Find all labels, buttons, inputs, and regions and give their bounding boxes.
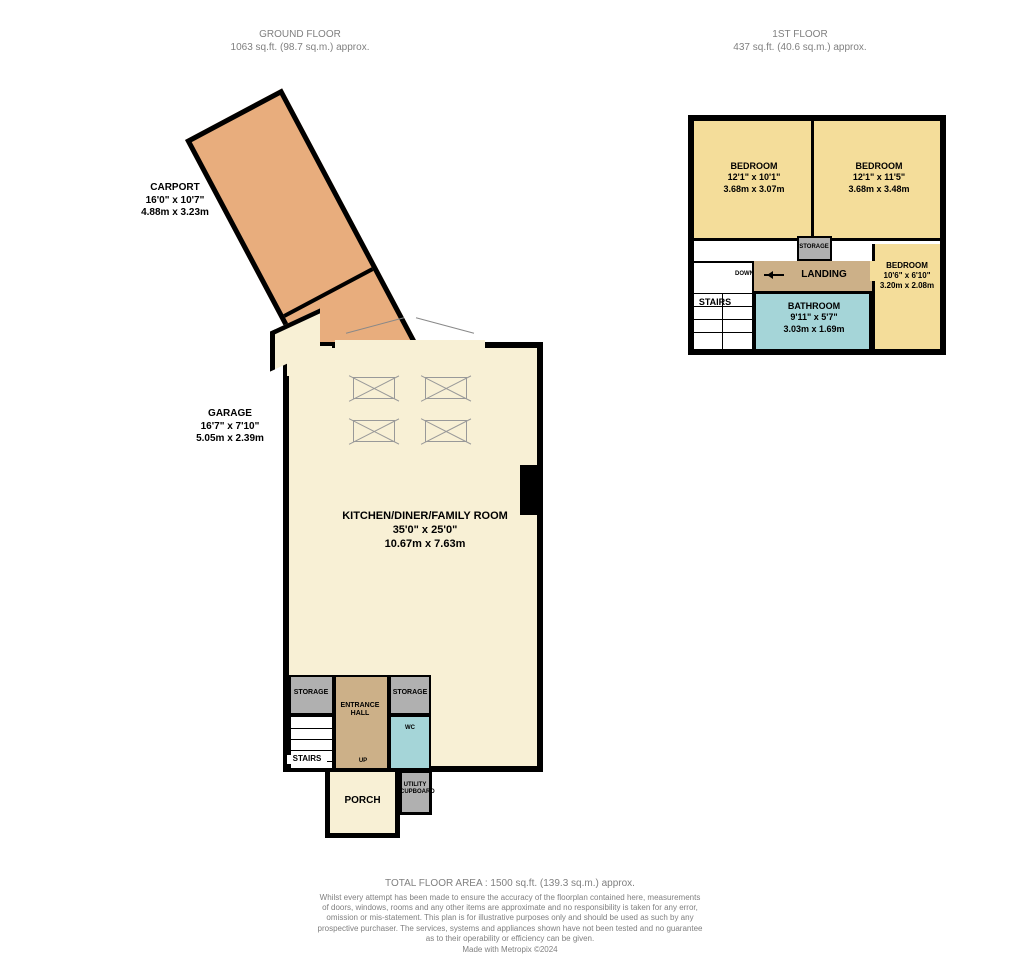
wc-label: WC xyxy=(391,725,429,732)
ground-floor-title: GROUND FLOOR xyxy=(200,28,400,41)
disclaimer-1: Whilst every attempt has been made to en… xyxy=(210,893,810,903)
utility-label: UTILITY CUPBOARD xyxy=(400,782,430,795)
down-label: DOWN xyxy=(732,271,757,278)
skylight-2 xyxy=(425,377,467,399)
entrance-hall-label: ENTRANCE HALL xyxy=(335,702,385,717)
skylight-3 xyxy=(353,420,395,442)
stairs-first-label: STAIRS xyxy=(694,298,736,308)
first-floor-title: 1ST FLOOR xyxy=(700,28,900,41)
bedroom-3 xyxy=(872,244,940,349)
storage-first-label: STORAGE xyxy=(799,244,829,251)
garage-label: GARAGE 16'7" x 7'10" 5.05m x 2.39m xyxy=(180,408,280,446)
first-floor-header: 1ST FLOOR 437 sq.ft. (40.6 sq.m.) approx… xyxy=(700,28,900,54)
porch xyxy=(325,770,400,838)
disclaimer-3: omission or mis-statement. This plan is … xyxy=(210,913,810,923)
total-area: TOTAL FLOOR AREA : 1500 sq.ft. (139.3 sq… xyxy=(210,877,810,890)
bathroom xyxy=(754,291,872,349)
storage-right-label: STORAGE xyxy=(391,689,429,697)
up-label: UP xyxy=(353,758,373,765)
first-floor-plan: BEDROOM 12'1" x 10'1" 3.68m x 3.07m BEDR… xyxy=(688,115,946,355)
bedroom-2 xyxy=(814,121,940,241)
ground-floor-plan: CARPORT 16'0" x 10'7" 4.88m x 3.23m GARA… xyxy=(65,130,555,860)
ground-floor-header: GROUND FLOOR 1063 sq.ft. (98.7 sq.m.) ap… xyxy=(200,28,400,54)
ground-floor-area: 1063 sq.ft. (98.7 sq.m.) approx. xyxy=(200,41,400,54)
bedroom-1 xyxy=(694,121,814,241)
arrow-icon xyxy=(764,274,784,276)
skylight-4 xyxy=(425,420,467,442)
copyright: Made with Metropix ©2024 xyxy=(210,945,810,955)
skylight-1 xyxy=(353,377,395,399)
kitchen-structural-column xyxy=(520,465,537,515)
wc-room xyxy=(389,715,431,770)
storage-left-label: STORAGE xyxy=(291,689,331,697)
disclaimer-5: as to their operability or efficiency ca… xyxy=(210,934,810,944)
disclaimer-2: of doors, windows, rooms and any other i… xyxy=(210,903,810,913)
disclaimer-4: prospective purchaser. The services, sys… xyxy=(210,924,810,934)
entrance-hall xyxy=(334,675,389,770)
footer-text: TOTAL FLOOR AREA : 1500 sq.ft. (139.3 sq… xyxy=(210,877,810,955)
stairs-ground-label: STAIRS xyxy=(287,755,327,764)
first-floor-area: 437 sq.ft. (40.6 sq.m.) approx. xyxy=(700,41,900,54)
